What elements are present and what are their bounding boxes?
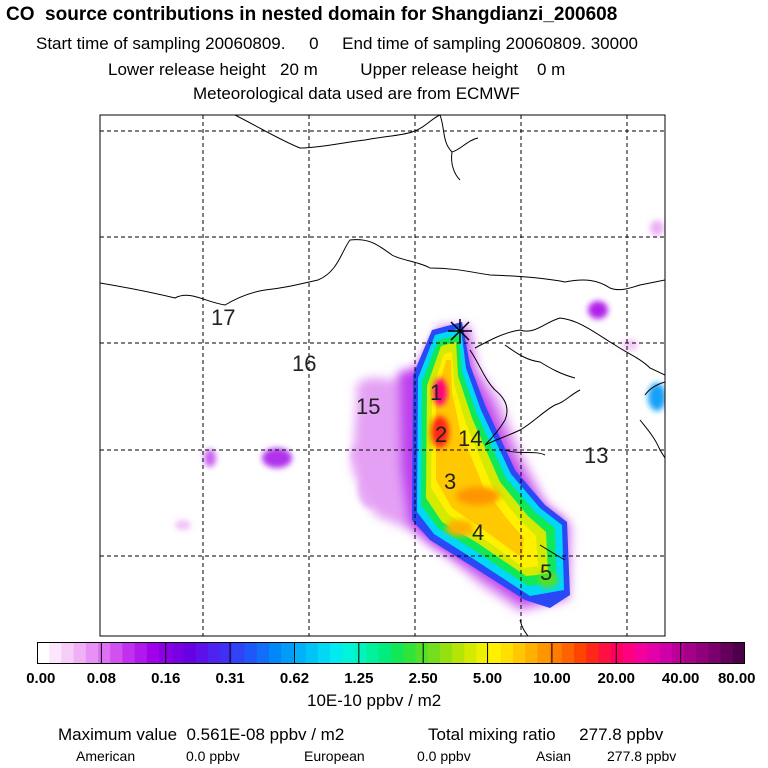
colorbar-cell — [683, 642, 697, 664]
meteorology-line: Meteorological data used are from ECMWF — [193, 84, 520, 103]
colorbar-tick-label: 0.08 — [86, 670, 116, 687]
total-mixing-ratio: Total mixing ratio 277.8 ppbv — [428, 725, 664, 744]
colorbar-tick-label: 20.00 — [597, 670, 636, 687]
release-height-line: Lower release height 20 m Upper release … — [108, 60, 566, 79]
colorbar-cell — [232, 642, 246, 664]
colorbar-cell — [513, 642, 526, 664]
sampling-time-line: Start time of sampling 20060809. 0 End t… — [36, 34, 638, 53]
day-label-16: 16 — [292, 351, 316, 376]
colorbar-cell — [537, 642, 551, 664]
colorbar-cell — [122, 642, 136, 664]
coastlines — [100, 115, 665, 636]
colorbar-tick-label: 0.16 — [151, 670, 181, 687]
colorbar-cell — [244, 642, 258, 664]
colorbar-cell — [696, 642, 709, 664]
colorbar-cell — [549, 642, 563, 664]
colorbar-cell — [293, 642, 307, 664]
european-value: 0.0 ppbv — [417, 748, 471, 764]
colorbar-cell — [622, 642, 636, 664]
colorbar-tick-label: 10.00 — [533, 670, 571, 687]
colorbar-cell — [146, 642, 160, 664]
colorbar-cell — [476, 642, 490, 664]
colorbar-cell — [439, 642, 453, 664]
colorbar-cell — [366, 642, 380, 664]
colorbar-cell — [500, 642, 514, 664]
colorbar-cell — [317, 642, 331, 664]
colorbar-cell — [464, 642, 478, 664]
colorbar-tick-label: 1.25 — [344, 670, 374, 687]
colorbar-cell — [61, 642, 75, 664]
american-value: 0.0 ppbv — [186, 748, 240, 764]
colorbar-cell — [220, 642, 233, 664]
asian-value: 277.8 ppbv — [607, 748, 677, 764]
colorbar-tick-label: 0.31 — [215, 670, 245, 687]
colorbar-cell — [561, 642, 575, 664]
day-label-5: 5 — [540, 560, 552, 585]
colorbar-cell — [452, 642, 465, 664]
colorbar-cell — [85, 642, 99, 664]
colorbar-cell — [171, 642, 185, 664]
colorbar-tick-label: 2.50 — [408, 670, 438, 687]
european-label: European — [304, 748, 365, 764]
colorbar-cell — [415, 642, 429, 664]
colorbar-cell — [391, 642, 404, 664]
colorbar-cell — [37, 642, 50, 664]
colorbar-cell — [98, 642, 111, 664]
map-panel: 17 16 15 14 13 1 2 3 4 5 — [99, 114, 666, 637]
maximum-value: Maximum value 0.561E-08 ppbv / m2 — [58, 725, 345, 744]
colorbar-cell — [256, 642, 270, 664]
grid-lines — [100, 115, 665, 636]
colorbar-cell — [659, 642, 673, 664]
colorbar-cell — [525, 642, 539, 664]
colorbar-cell — [378, 642, 392, 664]
day-label-15: 15 — [356, 394, 380, 419]
colorbar-tick-label: 0.00 — [26, 670, 56, 687]
day-label-14: 14 — [458, 426, 482, 451]
colorbar-cell — [586, 642, 600, 664]
colorbar-cell — [720, 642, 734, 664]
colorbar-cell — [183, 642, 197, 664]
day-label-3: 3 — [444, 469, 456, 494]
colorbar-cell — [207, 642, 221, 664]
day-label-2: 2 — [435, 422, 447, 447]
colorbar-cell — [195, 642, 209, 664]
colorbar-cell — [574, 642, 587, 664]
colorbar-cell — [671, 642, 685, 664]
american-label: American — [76, 748, 136, 764]
day-label-17: 17 — [211, 305, 235, 330]
colorbar-cell — [49, 642, 63, 664]
colorbar-units: 10E-10 ppbv / m2 — [307, 691, 442, 710]
day-label-1: 1 — [430, 380, 442, 405]
colorbar-tick-label: 40.00 — [661, 670, 700, 687]
colorbar-cell — [708, 642, 722, 664]
colorbar — [37, 642, 745, 664]
colorbar-cell — [134, 642, 148, 664]
colorbar-cell — [635, 642, 648, 664]
colorbar-tick-label: 80.00 — [717, 670, 756, 687]
colorbar-cell — [488, 642, 502, 664]
colorbar-tick-label: 0.62 — [279, 670, 310, 687]
colorbar-cell — [281, 642, 294, 664]
colorbar-tick-label: 5.00 — [472, 670, 503, 687]
colorbar-cell — [110, 642, 124, 664]
main-plume — [352, 322, 572, 612]
asterisk-icon — [448, 319, 472, 343]
colorbar-cell — [268, 642, 282, 664]
asian-label: Asian — [536, 748, 572, 764]
day-label-4: 4 — [472, 520, 484, 545]
colorbar-cell — [427, 642, 441, 664]
colorbar-cell — [329, 642, 343, 664]
colorbar-cell — [647, 642, 661, 664]
colorbar-cell — [403, 642, 417, 664]
colorbar-cell — [342, 642, 355, 664]
colorbar-cell — [732, 642, 745, 664]
colorbar-cell — [305, 642, 319, 664]
plot-title: CO source contributions in nested domain… — [6, 4, 618, 25]
colorbar-cell — [354, 642, 368, 664]
day-label-13: 13 — [584, 443, 608, 468]
colorbar-cell — [598, 642, 612, 664]
colorbar-cell — [73, 642, 87, 664]
colorbar-cell — [610, 642, 624, 664]
map-frame — [99, 114, 666, 637]
